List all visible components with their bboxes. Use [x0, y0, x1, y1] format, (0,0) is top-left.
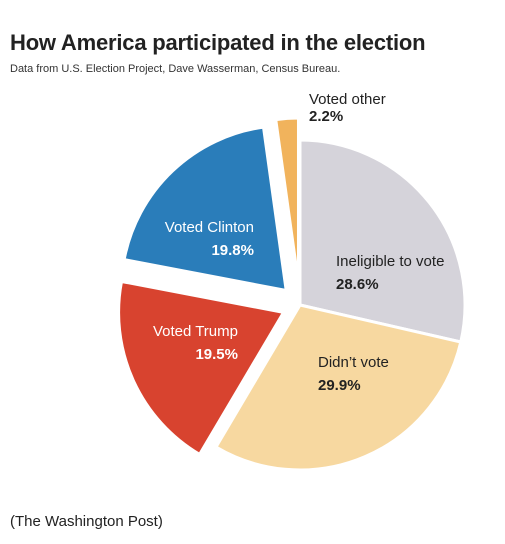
pie-slice-voted-trump: [117, 279, 286, 457]
pie-slice-ineligible-to-vote: [298, 138, 467, 344]
slice-value-label: 19.8%: [211, 242, 254, 259]
pie-labels: Ineligible to vote 28.6% Didn’t vote 29.9% V…: [153, 91, 444, 394]
slice-value-label: 19.5%: [195, 346, 238, 363]
slice-value-label: 28.6%: [336, 276, 379, 293]
chart-subtitle: Data from U.S. Election Project, Dave Wa…: [10, 63, 341, 75]
pie-slice-didn-t-vote: [213, 303, 463, 472]
slice-label: Ineligible to vote: [336, 253, 444, 270]
pie-slice-voted-other: [274, 116, 300, 284]
chart-title: How America participated in the election: [10, 30, 426, 55]
pie-slice-voted-clinton: [122, 125, 288, 293]
slice-value-label: 2.2%: [309, 108, 343, 125]
pie-slices: [117, 116, 467, 472]
slice-label: Voted Trump: [153, 323, 238, 340]
slice-label: Didn’t vote: [318, 354, 389, 371]
source-credit: (The Washington Post): [10, 513, 163, 530]
slice-label: Voted Clinton: [165, 219, 254, 236]
slice-value-label: 29.9%: [318, 377, 361, 394]
slice-label: Voted other: [309, 91, 386, 108]
